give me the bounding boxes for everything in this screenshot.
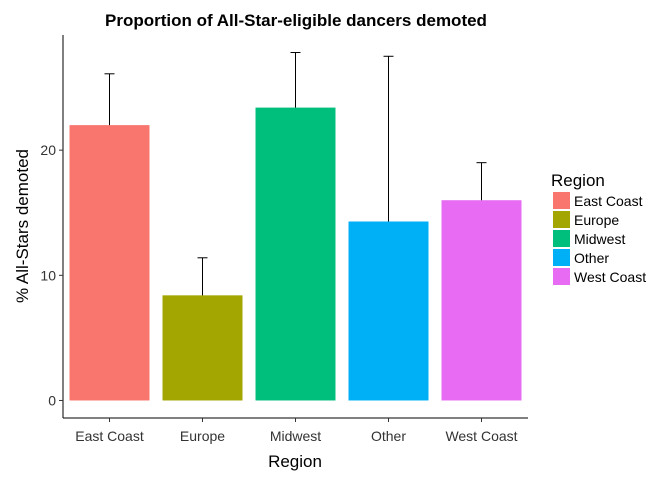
chart-title: Proportion of All-Star-eligible dancers … <box>105 11 487 30</box>
plot-area: 0 10 20 East Coast Europe Midwest Other West C… <box>40 35 528 444</box>
bar-west-coast <box>441 200 522 401</box>
x-tick-label: West Coast <box>445 428 517 444</box>
x-tick-label: Midwest <box>270 428 321 444</box>
legend-swatch-east-coast <box>553 192 570 209</box>
y-tick-label: 0 <box>48 392 56 408</box>
legend: Region East Coast Europe Midwest Other West … <box>551 171 646 285</box>
bar-east-coast <box>69 125 150 401</box>
y-tick-label: 10 <box>40 267 56 283</box>
x-axis-title: Region <box>268 452 322 471</box>
legend-items: East Coast Europe Midwest Other West Coast <box>553 192 646 285</box>
y-axis-ticks: 0 10 20 <box>40 142 63 408</box>
legend-label: Midwest <box>574 231 625 247</box>
error-bars <box>104 52 487 296</box>
y-tick-label: 20 <box>40 142 56 158</box>
legend-label: Europe <box>574 212 619 228</box>
y-axis-title: % All-Stars demoted <box>13 149 32 303</box>
bar-other <box>348 221 429 401</box>
bars <box>69 107 522 401</box>
legend-swatch-midwest <box>553 230 570 247</box>
legend-swatch-europe <box>553 211 570 228</box>
x-tick-label: Other <box>371 428 406 444</box>
legend-label: East Coast <box>574 193 643 209</box>
legend-swatch-west-coast <box>553 268 570 285</box>
legend-label: Other <box>574 250 609 266</box>
legend-swatch-other <box>553 249 570 266</box>
legend-title: Region <box>551 171 605 190</box>
x-axis-ticks: East Coast Europe Midwest Other West Coast <box>75 418 518 444</box>
x-tick-label: Europe <box>180 428 225 444</box>
x-tick-label: East Coast <box>75 428 144 444</box>
bar-europe <box>162 295 243 401</box>
legend-label: West Coast <box>574 269 646 285</box>
bar-midwest <box>255 107 336 401</box>
